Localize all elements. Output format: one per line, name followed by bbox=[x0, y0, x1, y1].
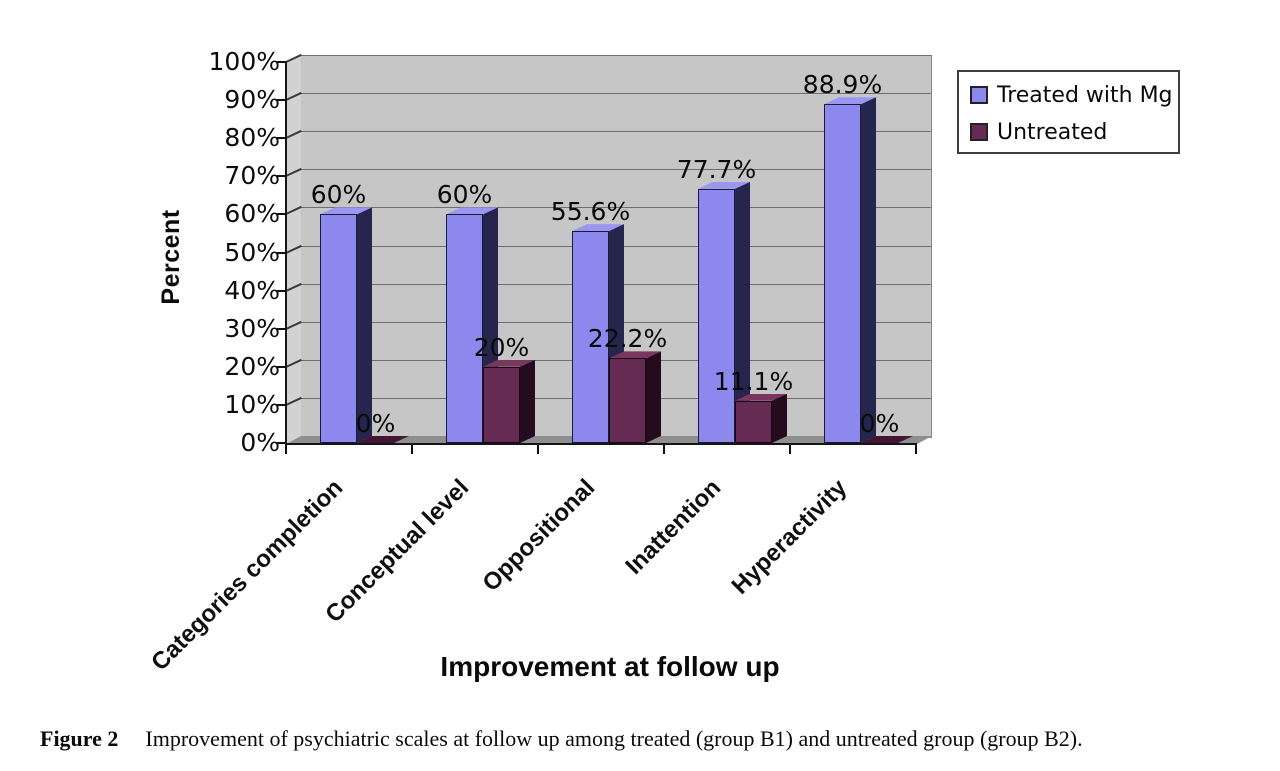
x-tick-mark bbox=[915, 445, 917, 454]
gridline-wall-connector bbox=[285, 53, 302, 63]
y-tick-mark bbox=[277, 289, 286, 292]
y-tick-label: 40% bbox=[224, 275, 280, 305]
y-tick-label: 70% bbox=[224, 161, 280, 191]
legend-label-untreated: Untreated bbox=[997, 119, 1108, 145]
y-tick-mark bbox=[277, 99, 286, 102]
y-tick-label: 90% bbox=[224, 85, 280, 115]
figure-caption: Figure 2 Improvement of psychiatric scale… bbox=[40, 726, 1255, 752]
bar-untreated-inattention-top bbox=[735, 394, 787, 401]
x-tick-mark bbox=[537, 445, 539, 454]
y-tick-mark bbox=[277, 327, 286, 330]
bar-treated-with-mg-oppositional-front bbox=[572, 231, 609, 443]
legend-swatch-untreated bbox=[970, 123, 988, 141]
x-axis-title: Improvement at follow up bbox=[440, 651, 780, 682]
bar-treated-with-mg-inattention-side bbox=[735, 182, 750, 443]
data-label-treated-with-mg-oppositional: 55.6% bbox=[550, 197, 631, 227]
data-label-untreated-inattention: 11.1% bbox=[713, 366, 794, 396]
y-tick-mark bbox=[277, 213, 286, 216]
gridline-wall-connector bbox=[285, 168, 302, 178]
bar-treated-with-mg-hyperactivity-top bbox=[824, 97, 876, 104]
x-tick-mark bbox=[663, 445, 665, 454]
legend-label-treated: Treated with Mg bbox=[997, 82, 1173, 108]
y-tick-mark bbox=[277, 137, 286, 140]
caption-text: Improvement of psychiatric scales at fol… bbox=[145, 726, 1083, 751]
bar-treated-with-mg-hyperactivity-front bbox=[824, 104, 861, 443]
data-label-untreated-conceptual-level: 20% bbox=[473, 332, 530, 362]
bar-untreated-oppositional-top bbox=[609, 351, 661, 358]
bar-untreated-hyperactivity-flat bbox=[861, 436, 913, 443]
bar-treated-with-mg-inattention-top bbox=[698, 182, 750, 189]
bar-treated-with-mg-categories-completion-front bbox=[320, 214, 357, 443]
bar-treated-with-mg-hyperactivity-side bbox=[861, 97, 876, 443]
data-label-treated-with-mg-hyperactivity: 88.9% bbox=[802, 70, 883, 100]
bar-treated-with-mg-conceptual-level-front bbox=[446, 214, 483, 443]
data-label-treated-with-mg-conceptual-level: 60% bbox=[436, 180, 493, 210]
bar-treated-with-mg-inattention-front bbox=[698, 188, 735, 443]
bar-treated-with-mg-oppositional-top bbox=[572, 224, 624, 231]
y-tick-mark bbox=[277, 442, 286, 444]
y-tick-mark bbox=[277, 61, 286, 63]
legend-item-treated: Treated with Mg bbox=[970, 82, 1173, 108]
legend: Treated with Mg Untreated bbox=[957, 70, 1180, 154]
bar-untreated-conceptual-level-side bbox=[520, 360, 535, 443]
gridline-wall-connector bbox=[285, 92, 302, 102]
y-tick-label: 30% bbox=[224, 313, 280, 343]
gridline bbox=[301, 131, 931, 133]
data-label-treated-with-mg-categories-completion: 60% bbox=[310, 180, 367, 210]
gridline-wall-connector bbox=[285, 130, 302, 140]
data-label-untreated-oppositional: 22.2% bbox=[587, 324, 668, 354]
bar-untreated-conceptual-level-top bbox=[483, 360, 535, 367]
bar-untreated-inattention-side bbox=[772, 394, 787, 443]
y-tick-mark bbox=[277, 403, 286, 406]
y-tick-label: 20% bbox=[224, 351, 280, 381]
chart-area: 0% 10% 20% 30% 40% 50% 60% 70% 80% 90% 100% 60% 0% 60… bbox=[146, 47, 1180, 682]
gridline bbox=[301, 55, 931, 56]
bar-untreated-categories-completion-flat bbox=[357, 436, 409, 443]
gridline-wall-connector bbox=[285, 320, 302, 330]
gridline bbox=[301, 169, 931, 171]
y-tick-mark bbox=[277, 175, 286, 178]
gridline bbox=[301, 93, 931, 95]
y-tick-label: 0% bbox=[240, 428, 280, 457]
y-axis-title: Percent bbox=[157, 209, 185, 305]
bar-treated-with-mg-conceptual-level-top bbox=[446, 207, 498, 214]
bar-untreated-conceptual-level-front bbox=[483, 366, 520, 443]
data-label-untreated-categories-completion: 0% bbox=[355, 409, 396, 438]
legend-swatch-treated bbox=[970, 86, 988, 104]
y-tick-label: 60% bbox=[224, 199, 280, 229]
gridline-wall-connector bbox=[285, 282, 302, 292]
y-axis-line bbox=[285, 61, 287, 444]
x-tick-mark bbox=[285, 445, 287, 454]
data-label-untreated-hyperactivity: 0% bbox=[859, 409, 900, 438]
y-tick-mark bbox=[277, 251, 286, 254]
data-label-treated-with-mg-inattention: 77.7% bbox=[676, 154, 757, 184]
generated-chart-layer: 0% 10% 20% 30% 40% 50% 60% 70% 80% 90% 100% 60% 0% 60… bbox=[146, 47, 931, 677]
x-category-label-categories-completion: Categories completion bbox=[146, 474, 349, 677]
gridline-wall-connector bbox=[285, 244, 302, 254]
legend-item-untreated: Untreated bbox=[970, 119, 1108, 145]
bar-untreated-oppositional-side bbox=[646, 351, 661, 443]
x-axis-line bbox=[285, 443, 917, 445]
gridline-wall-connector bbox=[285, 358, 302, 368]
caption-figure-number: Figure 2 bbox=[40, 726, 119, 751]
x-tick-mark bbox=[411, 445, 413, 454]
y-tick-label: 80% bbox=[224, 123, 280, 153]
x-tick-mark bbox=[789, 445, 791, 454]
gridline-wall-connector bbox=[285, 206, 302, 216]
gridline-wall-connector bbox=[285, 396, 302, 406]
bar-untreated-inattention-front bbox=[735, 400, 772, 443]
bar-untreated-oppositional-front bbox=[609, 358, 646, 443]
y-tick-label: 10% bbox=[224, 389, 280, 419]
bar-treated-with-mg-categories-completion-top bbox=[320, 207, 372, 214]
y-tick-label: 100% bbox=[208, 47, 280, 76]
bar-treated-with-mg-categories-completion-side bbox=[357, 207, 372, 443]
y-tick-label: 50% bbox=[224, 237, 280, 267]
y-tick-mark bbox=[277, 365, 286, 368]
gridline bbox=[301, 207, 931, 209]
